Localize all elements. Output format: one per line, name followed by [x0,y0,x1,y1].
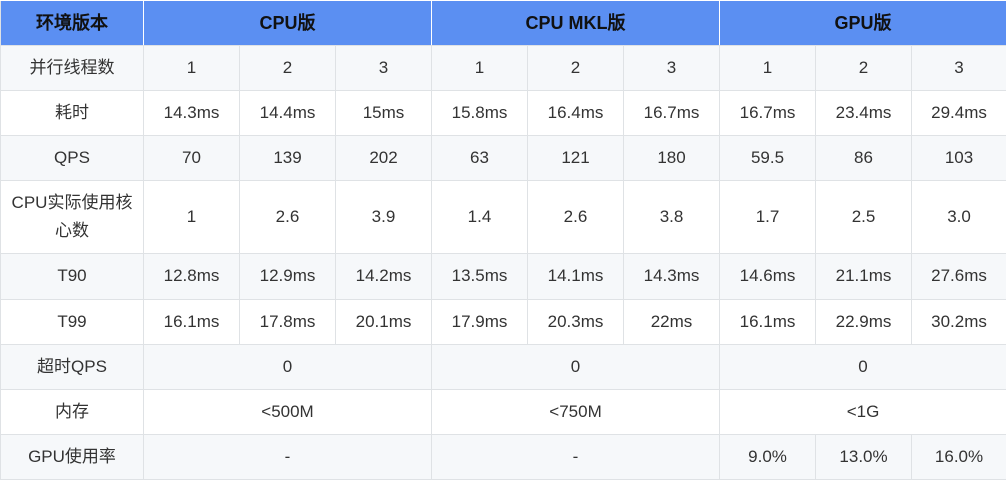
table-cell: 59.5 [719,135,817,182]
table-cell: 0 [430,343,721,390]
table-cell: 22ms [622,298,721,345]
table-cell: 3 [622,44,721,92]
table-cell: 30.2ms [911,298,1006,345]
table-cell: 2.5 [815,180,913,255]
table-row: T99 16.1ms 17.8ms 20.1ms 17.9ms 20.3ms 2… [0,298,1006,345]
table-cell: - [143,433,432,480]
table-cell: 2 [815,44,913,92]
header-env-version: 环境版本 [0,0,144,46]
table-cell: 2 [527,44,624,92]
table-cell: 1 [143,44,240,92]
table-cell: 14.3ms [143,90,240,137]
table-row: 内存 <500M <750M <1G [0,388,1006,435]
table-cell: 63 [431,135,528,182]
table-cell: 9.0% [719,433,817,480]
row-label: GPU使用率 [0,433,144,480]
table-cell: 1 [431,44,528,92]
table-cell: 16.1ms [719,298,817,345]
table-cell: 2 [239,44,336,92]
table-cell: 16.7ms [622,90,721,137]
table-cell: 20.1ms [335,298,432,345]
table-cell: 2.6 [239,180,336,255]
table-row: 并行线程数 1 2 3 1 2 3 1 2 3 [0,44,1006,92]
table-cell: 17.9ms [431,298,528,345]
row-label: T90 [0,253,144,300]
table-cell: 1 [719,44,817,92]
table-cell: 103 [911,135,1006,182]
table-cell: 3.9 [335,180,432,255]
table-row: 超时QPS 0 0 0 [0,343,1006,390]
table-cell: 3.0 [911,180,1006,255]
table-cell: 14.3ms [622,253,721,300]
table-cell: 1 [143,180,240,255]
table-cell: 3.8 [622,180,721,255]
table-cell: <750M [430,388,721,435]
header-row: 环境版本 CPU版 CPU MKL版 GPU版 [0,0,1006,46]
table-row: CPU实际使用核心数 1 2.6 3.9 1.4 2.6 3.8 1.7 2.5… [0,180,1006,255]
table-cell: 14.4ms [239,90,336,137]
row-label: 并行线程数 [0,44,144,92]
table-cell: 16.4ms [527,90,624,137]
row-label: 内存 [0,388,144,435]
table-row: GPU使用率 - - 9.0% 13.0% 16.0% [0,433,1006,480]
row-label: T99 [0,298,144,345]
table-cell: 15.8ms [431,90,528,137]
table-cell: 27.6ms [911,253,1006,300]
row-label: 耗时 [0,90,144,137]
table-cell: <500M [143,388,432,435]
table-cell: 16.1ms [143,298,240,345]
table-cell: 14.2ms [335,253,432,300]
table-cell: 0 [143,343,432,390]
table-cell: 14.1ms [527,253,624,300]
table-cell: - [430,433,721,480]
table-row: QPS 70 139 202 63 121 180 59.5 86 103 [0,135,1006,182]
table-cell: 23.4ms [815,90,913,137]
row-label: QPS [0,135,144,182]
table-cell: 1.4 [431,180,528,255]
row-label: CPU实际使用核心数 [0,180,144,255]
table-cell: 16.0% [911,433,1006,480]
table-cell: 29.4ms [911,90,1006,137]
table-cell: 22.9ms [815,298,913,345]
table-cell: 17.8ms [239,298,336,345]
table-cell: 3 [335,44,432,92]
table-cell: 20.3ms [527,298,624,345]
header-cpu-mkl: CPU MKL版 [430,0,721,46]
header-cpu: CPU版 [143,0,432,46]
table-cell: 14.6ms [719,253,817,300]
table-cell: 2.6 [527,180,624,255]
table-row: 耗时 14.3ms 14.4ms 15ms 15.8ms 16.4ms 16.7… [0,90,1006,137]
table-cell: 21.1ms [815,253,913,300]
table-cell: 0 [719,343,1006,390]
table-cell: 13.0% [815,433,913,480]
table-cell: 12.8ms [143,253,240,300]
table-cell: 12.9ms [239,253,336,300]
table-cell: 121 [527,135,624,182]
header-gpu: GPU版 [719,0,1006,46]
table-cell: 70 [143,135,240,182]
table-cell: 180 [622,135,721,182]
table-row: T90 12.8ms 12.9ms 14.2ms 13.5ms 14.1ms 1… [0,253,1006,300]
table-cell: 139 [239,135,336,182]
table-cell: <1G [719,388,1006,435]
table-cell: 16.7ms [719,90,817,137]
table-cell: 13.5ms [431,253,528,300]
table-cell: 86 [815,135,913,182]
table-cell: 202 [335,135,432,182]
row-label: 超时QPS [0,343,144,390]
table-cell: 1.7 [719,180,817,255]
table-cell: 15ms [335,90,432,137]
table-cell: 3 [911,44,1006,92]
